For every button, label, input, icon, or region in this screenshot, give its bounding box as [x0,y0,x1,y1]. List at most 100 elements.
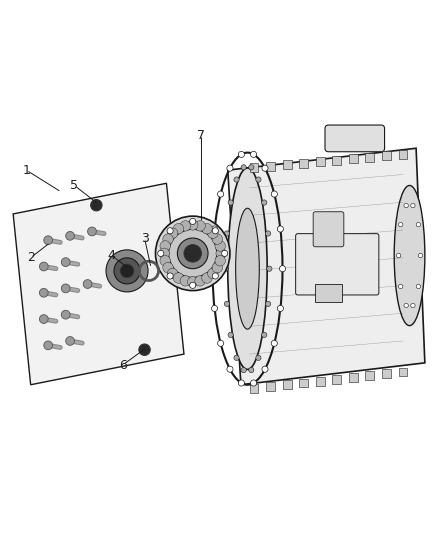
Circle shape [222,251,228,256]
Circle shape [261,200,267,205]
Circle shape [212,228,219,234]
Circle shape [190,282,196,288]
Circle shape [399,222,403,227]
Bar [250,164,258,172]
Bar [283,381,292,389]
Circle shape [411,303,415,308]
Circle shape [212,262,223,273]
Circle shape [120,264,134,278]
Bar [315,284,342,302]
Circle shape [227,366,233,372]
Circle shape [256,177,261,182]
Circle shape [114,258,140,284]
Ellipse shape [228,168,267,369]
Circle shape [61,310,70,319]
Circle shape [139,344,150,356]
Circle shape [195,276,205,286]
Circle shape [218,340,224,346]
Bar [266,162,275,171]
Circle shape [173,273,184,283]
Circle shape [167,273,173,279]
Circle shape [83,280,92,288]
Bar [332,156,341,165]
FancyBboxPatch shape [313,212,344,247]
Circle shape [167,228,173,234]
Circle shape [190,219,196,224]
Circle shape [173,223,184,234]
Bar [349,373,358,382]
Circle shape [44,341,53,350]
Text: 3: 3 [141,231,148,245]
Circle shape [187,277,198,287]
Circle shape [416,284,420,289]
Circle shape [238,151,244,157]
Circle shape [208,228,218,238]
Text: 1: 1 [22,164,30,176]
Circle shape [39,314,48,324]
Circle shape [256,355,261,360]
Circle shape [234,177,239,182]
Ellipse shape [236,208,259,329]
Bar [399,150,407,159]
Circle shape [277,226,283,232]
Circle shape [262,366,268,372]
Ellipse shape [394,185,425,326]
Circle shape [184,245,201,262]
Circle shape [167,228,178,238]
Circle shape [201,273,212,283]
Text: 7: 7 [198,128,205,142]
Circle shape [195,221,205,231]
Bar [250,384,258,393]
Circle shape [61,258,70,266]
Circle shape [215,255,226,266]
Circle shape [159,248,170,259]
Circle shape [66,231,74,240]
Circle shape [265,231,271,236]
Circle shape [212,234,223,245]
Circle shape [212,305,218,311]
Circle shape [277,305,283,311]
Bar [266,382,275,391]
Circle shape [177,238,208,269]
Bar [365,372,374,380]
Circle shape [66,336,74,345]
Circle shape [39,288,48,297]
Circle shape [262,165,268,171]
Circle shape [224,301,230,306]
Circle shape [234,355,239,360]
Circle shape [228,200,233,205]
Circle shape [271,340,277,346]
Circle shape [208,268,218,279]
Bar [316,377,325,385]
Circle shape [249,165,254,170]
Circle shape [416,222,420,227]
Circle shape [180,221,191,231]
Circle shape [249,367,254,373]
Circle shape [279,265,286,272]
Circle shape [201,223,212,234]
Polygon shape [228,148,425,385]
Circle shape [209,265,215,272]
Text: 6: 6 [119,359,127,372]
Circle shape [163,262,173,273]
Circle shape [241,165,246,170]
Circle shape [411,204,415,208]
Bar [365,153,374,161]
Text: 5: 5 [71,179,78,192]
Circle shape [44,236,53,245]
Circle shape [251,151,257,157]
Bar [299,159,308,168]
Circle shape [155,216,230,290]
Bar [316,157,325,166]
Circle shape [227,165,233,171]
Circle shape [271,191,277,197]
Circle shape [241,367,246,373]
Circle shape [61,284,70,293]
Circle shape [404,204,408,208]
FancyBboxPatch shape [325,125,385,152]
Bar [399,368,407,376]
Circle shape [267,266,272,271]
FancyBboxPatch shape [296,233,379,295]
Circle shape [39,262,48,271]
Circle shape [223,266,228,271]
